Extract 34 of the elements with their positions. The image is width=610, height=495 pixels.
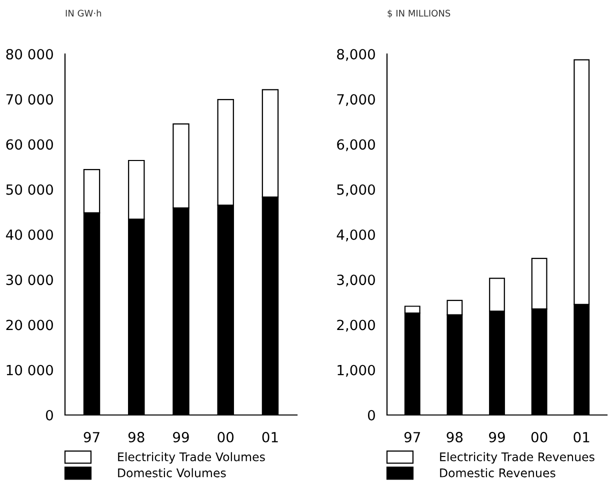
- legend-label: Electricity Trade Volumes: [118, 452, 265, 464]
- x-tick-label: 98: [128, 432, 144, 442]
- y-axis-title: $ IN MILLIONS: [388, 10, 450, 18]
- x-tick-label: 98: [446, 432, 463, 442]
- x-tick-label: 01: [262, 432, 278, 442]
- legend-label: Domestic Volumes: [118, 468, 226, 478]
- y-tick-label: 5,000: [337, 184, 375, 196]
- y-tick-label: 0: [46, 410, 53, 420]
- x-tick-label: 99: [173, 432, 189, 442]
- x-tick-label: 01: [574, 432, 590, 442]
- x-tick-label: 00: [218, 432, 234, 442]
- y-tick-label: 80 000: [6, 48, 53, 60]
- y-tick-label: 7,000: [337, 94, 375, 106]
- x-tick-label: 97: [84, 432, 100, 442]
- y-tick-label: 40 000: [6, 229, 53, 240]
- y-tick-label: 3,000: [337, 274, 375, 287]
- x-tick-label: 00: [531, 432, 548, 442]
- y-tick-label: 30 000: [6, 274, 53, 286]
- y-tick-label: 8,000: [337, 48, 375, 61]
- y-tick-label: 20 000: [6, 320, 53, 330]
- y-tick-label: 2,000: [337, 320, 375, 332]
- y-tick-label: 10 000: [6, 364, 53, 376]
- y-tick-label: 1,000: [338, 364, 375, 377]
- y-tick-label: 6,000: [337, 139, 375, 152]
- x-tick-label: 99: [489, 432, 505, 442]
- x-tick-label: 97: [404, 432, 420, 442]
- legend-label: Domestic Revenues: [440, 468, 556, 478]
- y-tick-label: 50 000: [6, 184, 53, 195]
- legend-label: Electricity Trade Revenues: [440, 452, 594, 464]
- y-tick-label: 60 000: [6, 139, 53, 150]
- y-axis-title: IN GW·h: [66, 10, 102, 17]
- y-tick-label: 4,000: [336, 229, 375, 242]
- y-tick-label: 0: [368, 410, 375, 420]
- y-tick-label: 70 000: [6, 94, 53, 105]
